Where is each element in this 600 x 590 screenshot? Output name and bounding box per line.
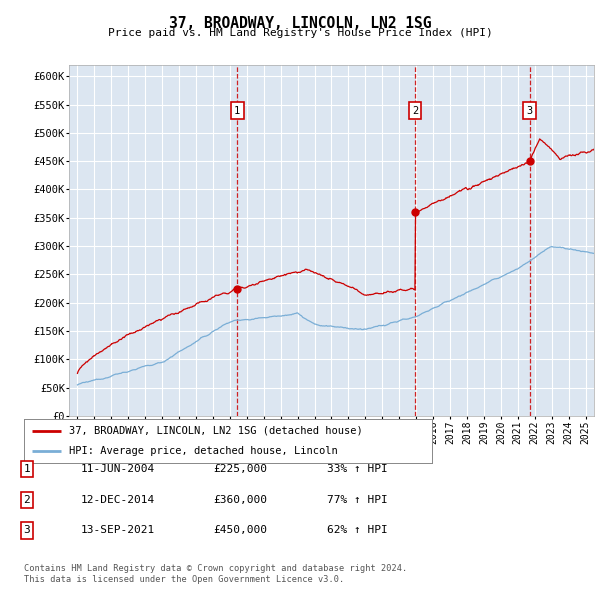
Text: 77% ↑ HPI: 77% ↑ HPI	[327, 495, 388, 504]
Text: 11-JUN-2004: 11-JUN-2004	[81, 464, 155, 474]
Text: HPI: Average price, detached house, Lincoln: HPI: Average price, detached house, Linc…	[69, 446, 338, 456]
Text: 37, BROADWAY, LINCOLN, LN2 1SG (detached house): 37, BROADWAY, LINCOLN, LN2 1SG (detached…	[69, 426, 362, 436]
Text: 2: 2	[412, 106, 418, 116]
Text: Price paid vs. HM Land Registry's House Price Index (HPI): Price paid vs. HM Land Registry's House …	[107, 28, 493, 38]
Text: 2: 2	[23, 495, 31, 504]
Text: 3: 3	[23, 526, 31, 535]
Text: 62% ↑ HPI: 62% ↑ HPI	[327, 526, 388, 535]
Text: £360,000: £360,000	[213, 495, 267, 504]
Text: 37, BROADWAY, LINCOLN, LN2 1SG: 37, BROADWAY, LINCOLN, LN2 1SG	[169, 16, 431, 31]
Text: 3: 3	[527, 106, 533, 116]
Text: 33% ↑ HPI: 33% ↑ HPI	[327, 464, 388, 474]
Text: This data is licensed under the Open Government Licence v3.0.: This data is licensed under the Open Gov…	[24, 575, 344, 584]
Text: 12-DEC-2014: 12-DEC-2014	[81, 495, 155, 504]
Text: £450,000: £450,000	[213, 526, 267, 535]
Text: £225,000: £225,000	[213, 464, 267, 474]
Text: 13-SEP-2021: 13-SEP-2021	[81, 526, 155, 535]
Text: 1: 1	[23, 464, 31, 474]
Text: Contains HM Land Registry data © Crown copyright and database right 2024.: Contains HM Land Registry data © Crown c…	[24, 565, 407, 573]
Text: 1: 1	[234, 106, 241, 116]
